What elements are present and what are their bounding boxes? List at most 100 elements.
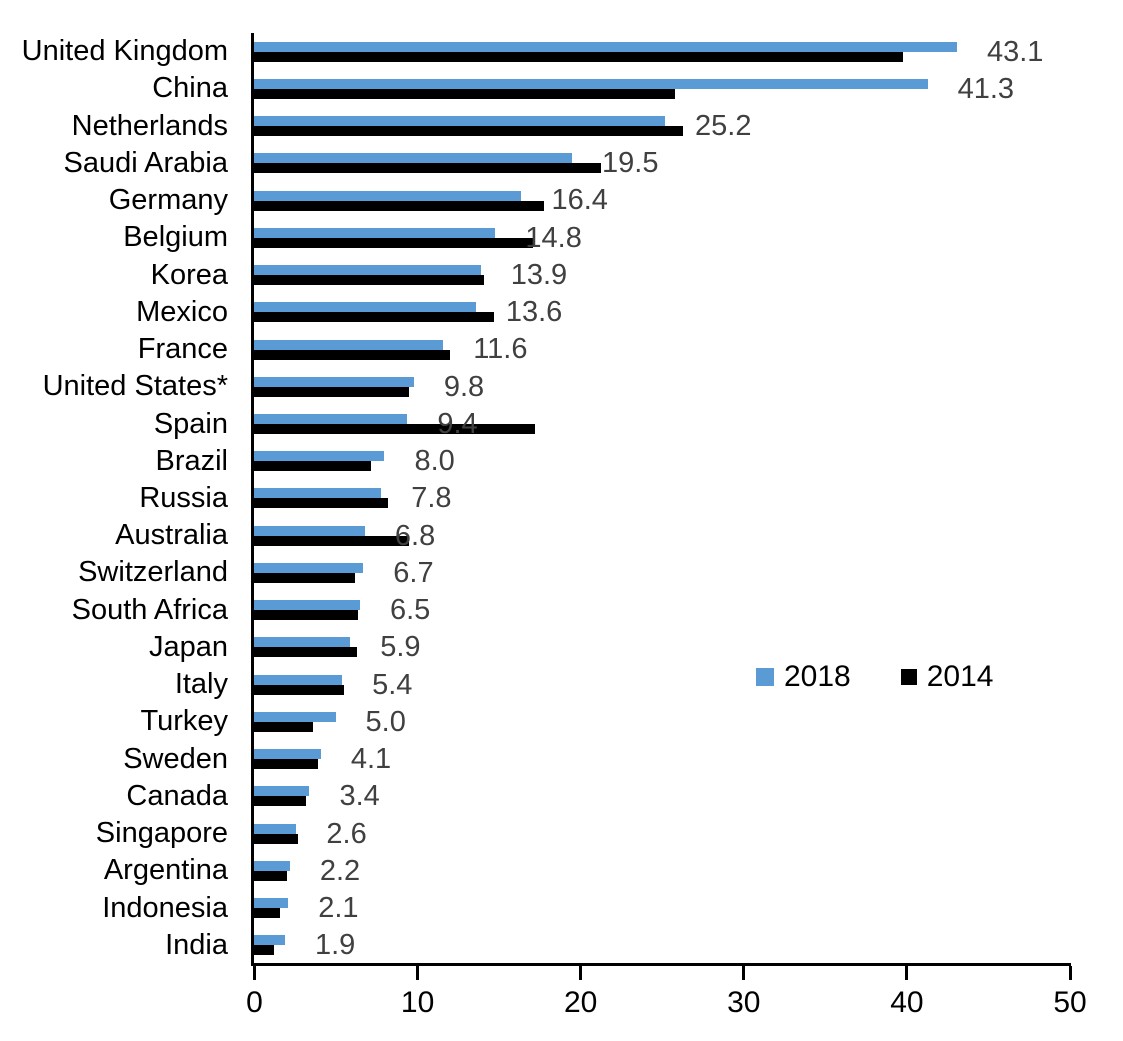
data-label-2018: 3.4 <box>339 780 380 813</box>
bar-2018 <box>254 749 321 760</box>
category-label: Italy <box>174 668 228 701</box>
bar-2014 <box>254 870 287 881</box>
data-label-2018: 25.2 <box>695 109 752 142</box>
data-label-2018: 6.5 <box>390 594 431 627</box>
data-label-2018: 14.8 <box>525 221 582 254</box>
data-label-2018: 2.2 <box>319 854 361 887</box>
data-label-2018: 16.4 <box>551 184 608 217</box>
category-label: Australia <box>115 519 228 552</box>
bar-2014 <box>254 200 545 211</box>
bar-2018 <box>254 898 289 909</box>
data-label-2018: 1.9 <box>314 929 356 962</box>
bar-2014 <box>254 349 450 360</box>
category-label: Indonesia <box>102 891 228 924</box>
bar-2014 <box>254 237 533 248</box>
x-axis-tick-label: 30 <box>727 986 761 1019</box>
category-label: Spain <box>153 407 228 440</box>
data-label-2018: 6.7 <box>393 556 434 589</box>
bar-2018 <box>254 414 408 424</box>
x-axis-tick-label: 10 <box>400 986 435 1019</box>
x-axis-tick <box>416 966 420 980</box>
category-label: United Kingdom <box>21 35 228 68</box>
bar-2014 <box>254 796 307 807</box>
x-axis-tick-label: 40 <box>890 986 924 1019</box>
bar-2018 <box>254 376 414 387</box>
x-axis-tick <box>579 966 583 980</box>
x-axis-tick <box>742 966 746 980</box>
category-label: Canada <box>126 779 228 812</box>
bar-2014 <box>254 51 904 62</box>
legend-item-2014: 2014 <box>900 660 994 694</box>
bar-2014 <box>254 424 535 434</box>
bar-2014 <box>254 126 683 137</box>
bar-2018 <box>254 562 364 573</box>
bar-2018 <box>254 41 957 52</box>
category-label: Switzerland <box>78 556 228 589</box>
data-label-2018: 41.3 <box>957 72 1015 105</box>
bar-2014 <box>254 535 409 546</box>
x-axis-tick-label: 0 <box>246 986 263 1019</box>
x-axis-tick-label: 20 <box>564 986 598 1019</box>
x-axis-line <box>251 963 1071 966</box>
bar-2018 <box>254 786 310 797</box>
bar-2014 <box>254 163 602 174</box>
data-label-2018: 6.8 <box>394 519 436 552</box>
bar-2014 <box>254 945 274 956</box>
bar-2018 <box>254 265 481 276</box>
bar-2018 <box>254 525 365 536</box>
x-axis-tick <box>253 966 256 980</box>
bar-2014 <box>254 759 318 770</box>
data-label-2018: 2.6 <box>326 817 367 850</box>
bar-2014 <box>254 386 409 397</box>
bar-2014 <box>254 721 313 732</box>
bar-2014 <box>254 572 356 583</box>
bar-2014 <box>254 610 359 621</box>
category-label: France <box>137 333 228 366</box>
bar-2018 <box>254 860 290 871</box>
bar-2018 <box>254 302 476 313</box>
bar-2018 <box>254 227 496 238</box>
category-label: Japan <box>148 630 228 663</box>
legend-swatch-2014 <box>900 669 917 685</box>
category-label: Saudi Arabia <box>63 146 228 179</box>
legend-label-2018: 2018 <box>784 660 851 693</box>
data-label-2018: 9.8 <box>443 370 485 403</box>
legend-swatch-2018 <box>756 668 774 686</box>
data-label-2018: 19.5 <box>602 147 659 180</box>
bar-2014 <box>254 88 675 99</box>
category-label: Sweden <box>123 742 228 775</box>
data-label-2018: 11.6 <box>473 333 528 366</box>
bar-2018 <box>254 711 336 722</box>
category-label: India <box>165 928 228 961</box>
category-label: Russia <box>139 481 228 514</box>
data-label-2018: 8.0 <box>414 445 455 478</box>
legend-item-2018: 2018 <box>756 660 851 694</box>
legend-label-2014: 2014 <box>926 660 994 693</box>
data-label-2018: 43.1 <box>986 35 1044 68</box>
x-axis-tick-label: 50 <box>1053 986 1087 1019</box>
category-label: Turkey <box>140 705 228 738</box>
bar-2018 <box>254 488 382 499</box>
data-label-2018: 5.4 <box>372 668 413 701</box>
bar-2014 <box>254 647 357 658</box>
legend: 2018 2014 <box>756 660 994 694</box>
category-label: Netherlands <box>71 109 228 142</box>
data-label-2018: 7.8 <box>411 482 452 515</box>
bar-2018 <box>254 935 285 946</box>
bar-2018 <box>254 451 385 462</box>
bar-2018 <box>254 190 522 201</box>
category-label: Argentina <box>103 854 228 887</box>
bar-2018 <box>254 823 297 834</box>
bar-2018 <box>254 339 444 350</box>
bar-2018 <box>254 600 360 611</box>
data-label-2018: 13.6 <box>505 296 563 329</box>
bar-2018 <box>254 116 665 127</box>
data-label-2018: 5.0 <box>365 705 406 738</box>
bar-2018 <box>254 674 343 685</box>
bar-2014 <box>254 461 372 472</box>
y-axis-line <box>251 33 254 966</box>
category-label: Korea <box>150 258 228 291</box>
bar-2014 <box>254 275 484 286</box>
data-label-2018: 13.9 <box>510 258 568 291</box>
data-label-2018: 5.9 <box>380 631 421 664</box>
